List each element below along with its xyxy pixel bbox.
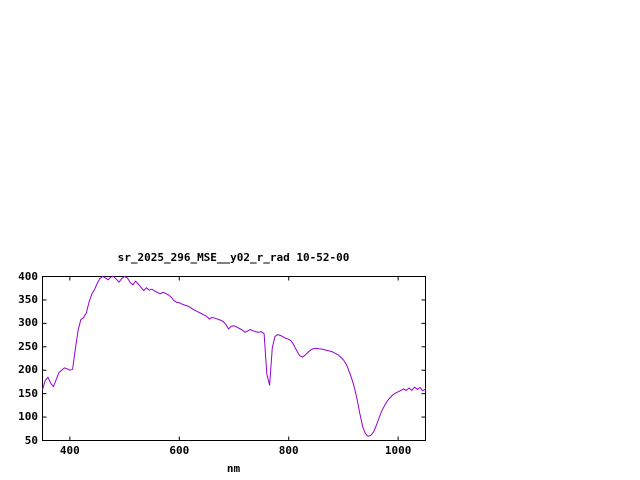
- x-tick-label: 400: [59, 444, 80, 457]
- plot-border: [42, 276, 426, 441]
- y-tick-label: 100: [18, 410, 38, 424]
- y-tick-label: 250: [18, 339, 38, 353]
- x-tick-label: 800: [278, 444, 299, 457]
- chart-title: sr_2025_296_MSE__y02_r_rad 10-52-00: [117, 251, 350, 264]
- y-tick-label: 50: [24, 433, 38, 447]
- y-tick-label: 200: [18, 363, 38, 377]
- y-tick-label: 400: [18, 269, 38, 283]
- spectrum-line: [42, 276, 426, 437]
- x-tick-label: 1000: [384, 444, 412, 457]
- x-axis-label: nm: [226, 462, 241, 475]
- x-tick-label: 600: [169, 444, 190, 457]
- y-tick-label: 350: [18, 292, 38, 306]
- y-tick-label: 300: [18, 316, 38, 330]
- y-tick-label: 150: [18, 386, 38, 400]
